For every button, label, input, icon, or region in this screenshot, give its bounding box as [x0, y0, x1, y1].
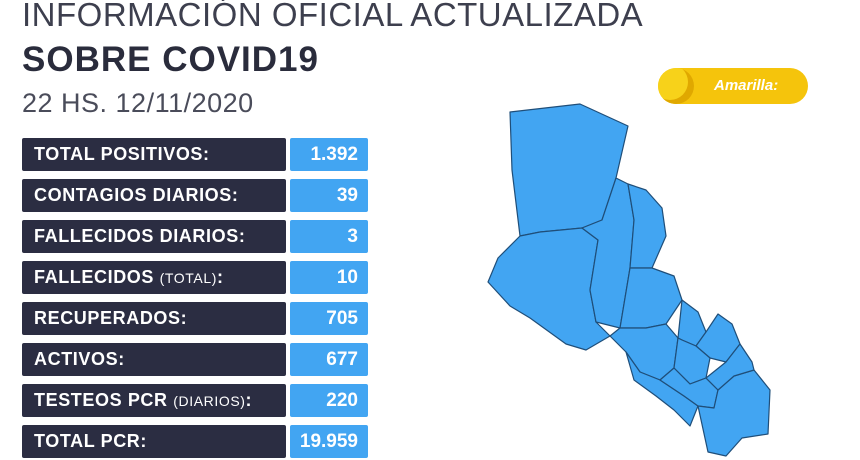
- map-department-east-2: [695, 313, 741, 363]
- stat-value: 19.959: [290, 425, 368, 458]
- stat-value: 677: [290, 343, 368, 376]
- stat-fallecidos-diarios: FALLECIDOS DIARIOS: 3: [22, 220, 368, 253]
- stat-value: 1.392: [290, 138, 368, 171]
- map-department-south-center: [625, 351, 699, 427]
- stat-label: TOTAL PCR:: [22, 425, 286, 458]
- title-line-2: SOBRE COVID19: [22, 40, 319, 79]
- stat-label: RECUPERADOS:: [22, 302, 286, 335]
- sun-icon: [658, 68, 694, 104]
- stat-activos: ACTIVOS: 677: [22, 343, 368, 376]
- stat-value: 220: [290, 384, 368, 417]
- stat-label: TOTAL POSITIVOS:: [22, 138, 286, 171]
- stat-value: 705: [290, 302, 368, 335]
- stat-fallecidos-total: FALLECIDOS (TOTAL): 10: [22, 261, 368, 294]
- stat-label: FALLECIDOS DIARIOS:: [22, 220, 286, 253]
- status-badge-label: Amarilla:: [714, 77, 779, 94]
- status-badge: Amarilla:: [658, 68, 808, 104]
- title-line-1: INFORMACIÓN OFICIAL ACTUALIZADA: [22, 0, 644, 33]
- map-department-southeast-strip: [705, 343, 755, 391]
- stat-testeos-pcr: TESTEOS PCR (DIARIOS): 220: [22, 384, 368, 417]
- map-department-east: [619, 267, 683, 329]
- stat-label: TESTEOS PCR (DIARIOS):: [22, 384, 286, 417]
- stat-label: CONTAGIOS DIARIOS:: [22, 179, 286, 212]
- stat-label: ACTIVOS:: [22, 343, 286, 376]
- province-map: [487, 103, 771, 457]
- stat-value: 3: [290, 220, 368, 253]
- stat-label: FALLECIDOS (TOTAL):: [22, 261, 286, 294]
- stat-contagios-diarios: CONTAGIOS DIARIOS: 39: [22, 179, 368, 212]
- stat-value: 39: [290, 179, 368, 212]
- map-department-north-east: [627, 183, 667, 269]
- map-department-center: [609, 323, 679, 381]
- stat-total-pcr: TOTAL PCR: 19.959: [22, 425, 368, 458]
- stat-recuperados: RECUPERADOS: 705: [22, 302, 368, 335]
- date-line: 22 HS. 12/11/2020: [22, 88, 254, 118]
- stat-total-positivos: TOTAL POSITIVOS: 1.392: [22, 138, 368, 171]
- stat-value: 10: [290, 261, 368, 294]
